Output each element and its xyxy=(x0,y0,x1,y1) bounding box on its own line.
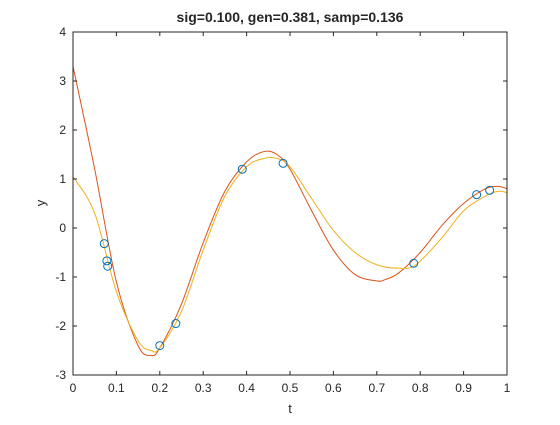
chart-title: sig=0.100, gen=0.381, samp=0.136 xyxy=(177,9,404,25)
sample-point xyxy=(472,190,482,200)
x-tick-label: 0 xyxy=(70,381,77,395)
sample-point xyxy=(102,256,112,266)
x-tick-label: 0.7 xyxy=(368,381,385,395)
y-tick-label: 3 xyxy=(59,74,66,88)
y-tick-label: 4 xyxy=(59,25,66,39)
x-tick-label: 1 xyxy=(504,381,511,395)
sample-point xyxy=(485,185,495,195)
x-tick-label: 0.2 xyxy=(151,381,168,395)
y-tick-label: -3 xyxy=(55,368,66,382)
x-tick-label: 0.5 xyxy=(282,381,299,395)
y-axis-label: y xyxy=(33,199,48,206)
y-tick-label: 0 xyxy=(59,221,66,235)
x-tick-label: 0.3 xyxy=(195,381,212,395)
y-tick-label: 2 xyxy=(59,123,66,137)
sample-point xyxy=(99,239,109,249)
sample-markers xyxy=(99,158,495,351)
plot-area xyxy=(73,32,507,375)
y-tick-label: -2 xyxy=(55,319,66,333)
y-tick-label: 1 xyxy=(59,172,66,186)
sample-point xyxy=(237,164,247,174)
x-tick-label: 0.6 xyxy=(325,381,342,395)
sample-point xyxy=(409,258,419,268)
sample-point xyxy=(278,158,288,168)
sample-point xyxy=(103,261,113,271)
axes: 0 0.1 0.2 0.3 0.4 0.5 0.6 0.7 0.8 0.9 1 -3 -2 -1 0 1 2 3 4 xyxy=(55,25,510,395)
sample-point xyxy=(155,341,165,351)
x-tick-label: 0.1 xyxy=(108,381,125,395)
x-tick-label: 0.8 xyxy=(412,381,429,395)
x-tick-label: 0.4 xyxy=(238,381,255,395)
sample-point xyxy=(171,319,181,329)
x-tick-label: 0.9 xyxy=(455,381,472,395)
y-tick-label: -1 xyxy=(55,270,66,284)
x-axis-label: t xyxy=(288,401,292,416)
